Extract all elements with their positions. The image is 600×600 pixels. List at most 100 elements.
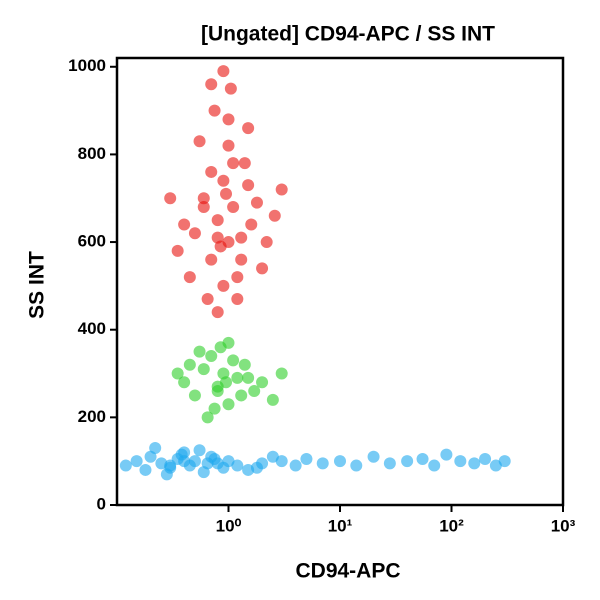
data-point	[193, 444, 206, 457]
data-point	[242, 179, 255, 192]
data-point	[193, 345, 206, 358]
data-point	[227, 354, 240, 367]
data-point	[248, 385, 261, 398]
data-point	[231, 459, 244, 472]
y-tick-label: 800	[78, 144, 106, 163]
data-point	[178, 455, 191, 468]
data-point	[217, 65, 230, 78]
data-point	[227, 157, 240, 170]
data-point	[227, 201, 240, 213]
data-point	[231, 371, 244, 384]
data-point	[188, 455, 201, 468]
data-point	[316, 457, 329, 470]
data-point	[171, 244, 184, 257]
data-point	[183, 271, 196, 284]
data-point	[367, 450, 380, 463]
data-point	[256, 262, 269, 275]
data-point	[183, 358, 196, 371]
data-point	[238, 358, 251, 371]
data-point	[130, 455, 143, 468]
data-point	[188, 389, 201, 402]
data-point	[164, 459, 177, 472]
data-point	[164, 192, 177, 205]
data-point	[245, 218, 258, 231]
data-point	[401, 455, 414, 468]
data-point	[275, 183, 288, 196]
data-point	[224, 82, 237, 95]
data-point	[205, 253, 218, 266]
data-point	[235, 231, 248, 244]
data-point	[211, 231, 224, 244]
data-point	[428, 459, 441, 472]
x-axis-title: CD94-APC	[295, 560, 400, 583]
data-point	[334, 455, 346, 468]
data-point	[205, 350, 218, 362]
data-point	[235, 253, 248, 266]
data-point	[217, 174, 230, 187]
plot-frame	[115, 56, 565, 507]
data-point	[197, 201, 210, 213]
data-point	[454, 455, 467, 468]
data-point	[222, 336, 235, 349]
y-axis-title: SS INT	[26, 251, 49, 319]
data-point	[208, 104, 221, 117]
data-point	[119, 459, 132, 472]
data-point	[250, 196, 263, 209]
data-point	[289, 459, 302, 472]
y-tick-label: 200	[78, 407, 106, 426]
data-point	[197, 192, 210, 205]
data-point	[238, 157, 251, 170]
data-point	[266, 450, 279, 463]
data-point	[171, 367, 184, 380]
data-point	[222, 139, 235, 152]
data-point	[201, 293, 214, 306]
data-point	[275, 367, 288, 380]
y-tick-label: 400	[78, 319, 106, 338]
data-point	[217, 279, 230, 292]
data-point	[220, 376, 233, 389]
data-point	[498, 455, 511, 468]
chart-title: [Ungated] CD94-APC / SS INT	[201, 23, 495, 46]
data-point	[300, 452, 313, 465]
data-point	[440, 448, 453, 461]
data-point	[416, 452, 429, 465]
data-point	[256, 376, 269, 389]
x-tick-label: 10³	[551, 516, 576, 535]
data-point	[211, 306, 224, 319]
data-point	[222, 113, 235, 126]
data-point	[205, 78, 218, 91]
data-point	[235, 389, 248, 402]
data-point	[250, 461, 263, 474]
data-point	[468, 457, 481, 470]
data-point	[193, 135, 206, 148]
x-tick-label: 10¹	[328, 516, 353, 535]
data-point	[208, 402, 221, 415]
data-point	[188, 227, 201, 240]
x-tick-label: 10²	[439, 516, 464, 535]
y-tick-label: 1000	[68, 56, 106, 75]
data-point	[242, 122, 255, 135]
data-point	[350, 459, 363, 472]
data-point	[139, 463, 152, 476]
data-point	[260, 236, 273, 249]
data-point	[178, 376, 191, 389]
data-point	[201, 411, 214, 424]
data-point	[266, 393, 279, 406]
data-point	[211, 385, 224, 398]
data-point	[268, 209, 281, 222]
data-point	[231, 271, 244, 284]
x-tick-label: 10⁰	[216, 516, 242, 535]
data-point	[479, 452, 492, 465]
data-point	[242, 371, 255, 384]
data-point	[211, 214, 224, 227]
data-point	[220, 187, 233, 200]
data-point	[205, 165, 218, 178]
data-point	[178, 218, 191, 231]
data-point	[197, 363, 210, 376]
y-tick-label: 0	[97, 494, 106, 513]
y-tick-label: 600	[78, 232, 106, 251]
data-point	[222, 398, 235, 411]
data-point	[208, 452, 221, 465]
data-point	[231, 293, 244, 306]
